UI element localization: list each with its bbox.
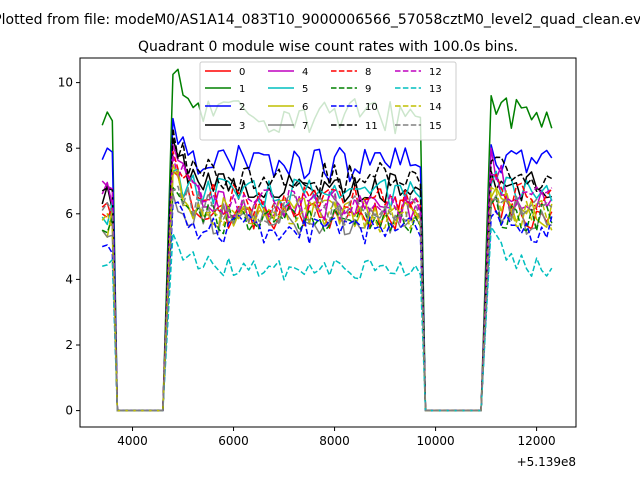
legend-label-6: 6 — [302, 102, 308, 113]
series-line-13 — [102, 226, 553, 412]
series-line-5 — [101, 168, 553, 412]
y-tick-label: 6 — [65, 207, 73, 221]
legend-label-2: 2 — [239, 102, 245, 113]
legend-label-14: 14 — [429, 102, 442, 113]
legend-label-11: 11 — [365, 121, 378, 132]
legend-label-3: 3 — [239, 121, 245, 132]
y-tick-label: 8 — [65, 141, 73, 155]
x-offset-label: +5.139e8 — [517, 455, 576, 469]
legend-label-4: 4 — [302, 67, 308, 78]
figure-suptitle: Plotted from file: modeM0/AS1A14_083T10_… — [0, 12, 640, 28]
legend-label-9: 9 — [365, 84, 371, 95]
series-line-12 — [101, 154, 553, 412]
x-axis: 4000 6000 8000 10000 12000 — [117, 427, 556, 448]
series-line-0 — [101, 170, 553, 412]
x-tick-label: 12000 — [518, 434, 556, 448]
series-line-14 — [101, 163, 553, 412]
legend-label-0: 0 — [239, 67, 245, 78]
axes-title: Quadrant 0 module wise count rates with … — [138, 39, 518, 55]
y-tick-label: 4 — [65, 272, 73, 286]
series-layer — [101, 68, 553, 412]
y-axis: 0 2 4 6 8 10 — [58, 76, 80, 418]
x-tick-label: 4000 — [117, 434, 148, 448]
series-line-15 — [101, 185, 553, 412]
x-tick-label: 6000 — [218, 434, 249, 448]
legend-label-15: 15 — [429, 121, 442, 132]
legend-label-5: 5 — [302, 84, 308, 95]
x-tick-label: 8000 — [319, 434, 350, 448]
legend-frame — [199, 61, 457, 141]
plot-area — [101, 68, 553, 412]
y-tick-label: 0 — [65, 404, 73, 418]
legend-label-12: 12 — [429, 67, 442, 78]
legend-label-10: 10 — [365, 102, 378, 113]
legend-label-8: 8 — [365, 67, 371, 78]
series-line-10 — [101, 201, 553, 412]
legend-label-1: 1 — [239, 84, 245, 95]
y-tick-label: 2 — [65, 338, 73, 352]
x-tick-label: 10000 — [416, 434, 454, 448]
legend-label-13: 13 — [429, 84, 442, 95]
y-tick-label: 10 — [58, 76, 73, 90]
axes-frame — [79, 57, 577, 428]
legend-label-7: 7 — [302, 121, 308, 132]
series-line-3 — [101, 137, 552, 412]
series-line-11 — [101, 127, 553, 412]
